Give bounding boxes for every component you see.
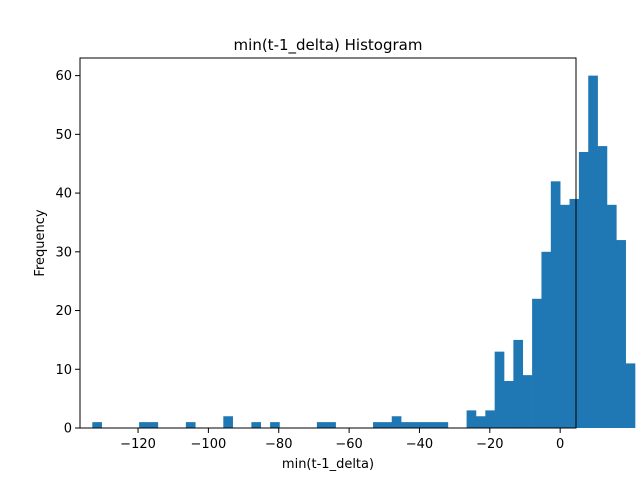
y-axis-ticks: 0 10 20 30 40 50 60 — [55, 69, 80, 437]
y-tick-label: 50 — [55, 128, 72, 143]
y-tick-label: 40 — [55, 187, 72, 202]
histogram-bar — [560, 204, 570, 428]
histogram-bar — [532, 298, 542, 428]
x-tick-label: −120 — [120, 437, 156, 452]
histogram-bar — [522, 375, 533, 428]
histogram-bar — [223, 416, 233, 428]
histogram-bar — [382, 422, 393, 428]
histogram-bar — [588, 75, 598, 428]
histogram-bar — [606, 204, 617, 428]
x-tick-label: −80 — [265, 437, 292, 452]
histogram-bar — [401, 422, 411, 428]
histogram-bar — [410, 422, 421, 428]
histogram-bar — [550, 181, 561, 428]
x-tick-label: −100 — [191, 437, 227, 452]
plot-frame — [79, 57, 577, 429]
histogram-bar — [616, 240, 626, 428]
y-tick-label: 0 — [64, 422, 72, 437]
histogram-bar — [513, 339, 524, 428]
histogram-bar — [391, 416, 402, 428]
histogram-bar — [251, 422, 262, 428]
histogram-bar — [494, 351, 505, 428]
bars-group — [92, 75, 636, 428]
x-tick-label: 0 — [556, 437, 564, 452]
x-tick-label: −60 — [335, 437, 362, 452]
y-tick-label: 20 — [55, 304, 72, 319]
histogram-bar — [316, 422, 327, 428]
histogram-bar — [578, 151, 589, 428]
y-tick-label: 10 — [55, 363, 72, 378]
histogram-bar — [139, 422, 149, 428]
histogram-bar — [504, 381, 514, 428]
histogram-bar — [373, 422, 383, 428]
x-axis-label: min(t-1_delta) — [282, 457, 374, 472]
histogram-bar — [185, 422, 196, 428]
histogram-bar — [625, 363, 636, 428]
histogram-bar — [429, 422, 439, 428]
x-tick-label: −20 — [476, 437, 503, 452]
histogram-bar — [148, 422, 159, 428]
chart-title: min(t-1_delta) Histogram — [234, 36, 423, 55]
histogram-bar — [541, 251, 552, 428]
histogram-bar — [597, 146, 608, 428]
histogram-bar — [475, 416, 486, 428]
y-tick-label: 30 — [55, 245, 72, 260]
y-tick-label: 60 — [55, 69, 72, 84]
histogram-bar — [419, 422, 430, 428]
histogram-bar — [569, 198, 580, 428]
histogram-bar — [438, 422, 449, 428]
histogram-bar — [485, 410, 495, 428]
y-axis-label: Frequency — [33, 209, 48, 276]
histogram-bar — [92, 422, 102, 428]
x-axis-ticks: −120 −100 −80 −60 −40 −20 0 — [120, 428, 564, 452]
x-tick-label: −40 — [406, 437, 433, 452]
histogram-bar — [270, 422, 280, 428]
histogram-bar — [466, 410, 477, 428]
histogram-bar — [326, 422, 336, 428]
